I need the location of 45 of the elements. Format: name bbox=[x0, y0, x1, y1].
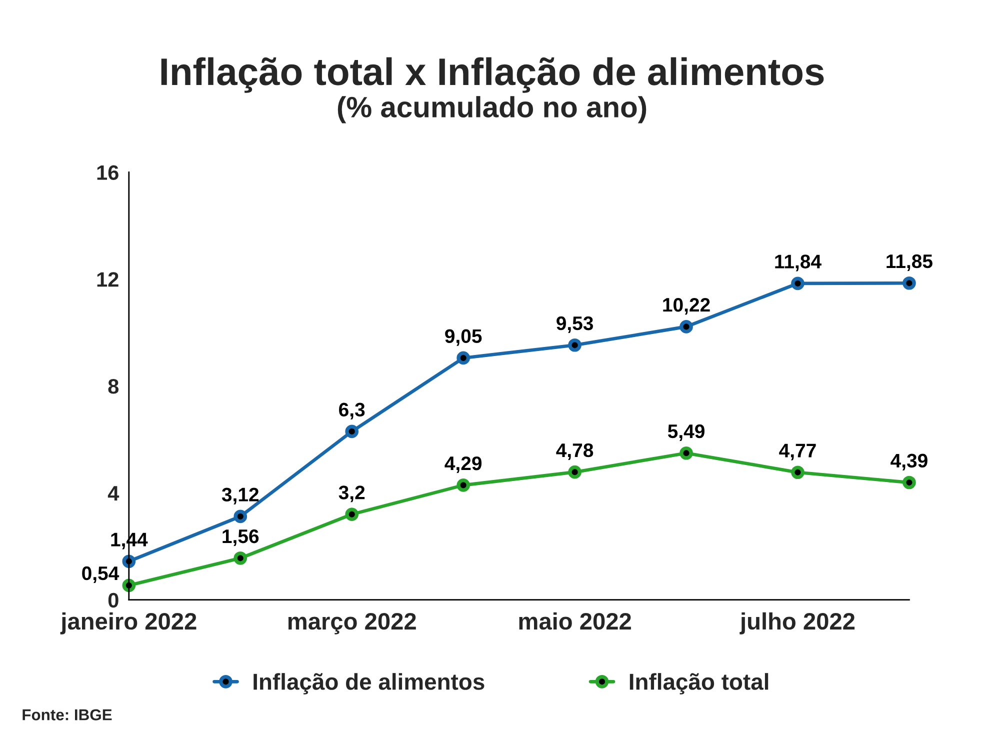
data-label: 4,77 bbox=[779, 444, 816, 460]
point bbox=[234, 551, 248, 565]
y-tick-label: 4 bbox=[108, 486, 120, 500]
chart-subtitle: (% acumulado no ano) bbox=[338, 96, 646, 124]
point bbox=[234, 510, 248, 524]
point bbox=[902, 276, 916, 290]
y-tick-label: 8 bbox=[108, 379, 119, 394]
point bbox=[345, 508, 359, 521]
data-label: 4,78 bbox=[556, 443, 594, 460]
y-tick-label: 12 bbox=[97, 272, 118, 287]
data-label: 9,05 bbox=[445, 329, 482, 346]
point bbox=[122, 554, 136, 568]
y-tick-label: 16 bbox=[97, 165, 118, 180]
x-tick-label: maio 2022 bbox=[519, 612, 631, 630]
chart-title: Inflação total x Inflação de alimentos bbox=[161, 57, 824, 93]
y-tick-label: 0 bbox=[108, 592, 118, 608]
point bbox=[568, 465, 582, 479]
data-label: 0,54 bbox=[82, 566, 120, 583]
source-note: Fonte: IBGE bbox=[22, 709, 112, 720]
point bbox=[680, 446, 693, 460]
data-label: 4,39 bbox=[890, 454, 928, 470]
x-tick-label: março 2022 bbox=[288, 612, 416, 634]
point bbox=[680, 320, 693, 334]
point bbox=[568, 338, 582, 352]
point bbox=[791, 466, 804, 480]
legend-label: Inflação de alimentos bbox=[254, 673, 484, 694]
data-label: 11,84 bbox=[775, 254, 822, 272]
point bbox=[456, 351, 470, 365]
x-tick-label: julho 2022 bbox=[740, 612, 855, 634]
point bbox=[456, 478, 470, 492]
point bbox=[902, 476, 916, 490]
point bbox=[791, 276, 804, 290]
legend-label: Inflação total bbox=[630, 673, 768, 694]
x-tick-label: janeiro 2022 bbox=[60, 612, 196, 634]
data-label: 3,2 bbox=[338, 486, 365, 502]
data-label: 3,12 bbox=[222, 488, 259, 504]
point bbox=[345, 424, 359, 438]
data-label: 1,56 bbox=[222, 529, 259, 546]
data-label: 4,29 bbox=[444, 456, 482, 474]
data-label: 11,85 bbox=[886, 254, 932, 271]
data-label: 5,49 bbox=[668, 424, 704, 441]
data-label: 10,22 bbox=[663, 298, 710, 315]
data-label: 9,53 bbox=[556, 316, 594, 334]
point bbox=[122, 578, 136, 592]
data-label: 6,3 bbox=[339, 402, 365, 420]
